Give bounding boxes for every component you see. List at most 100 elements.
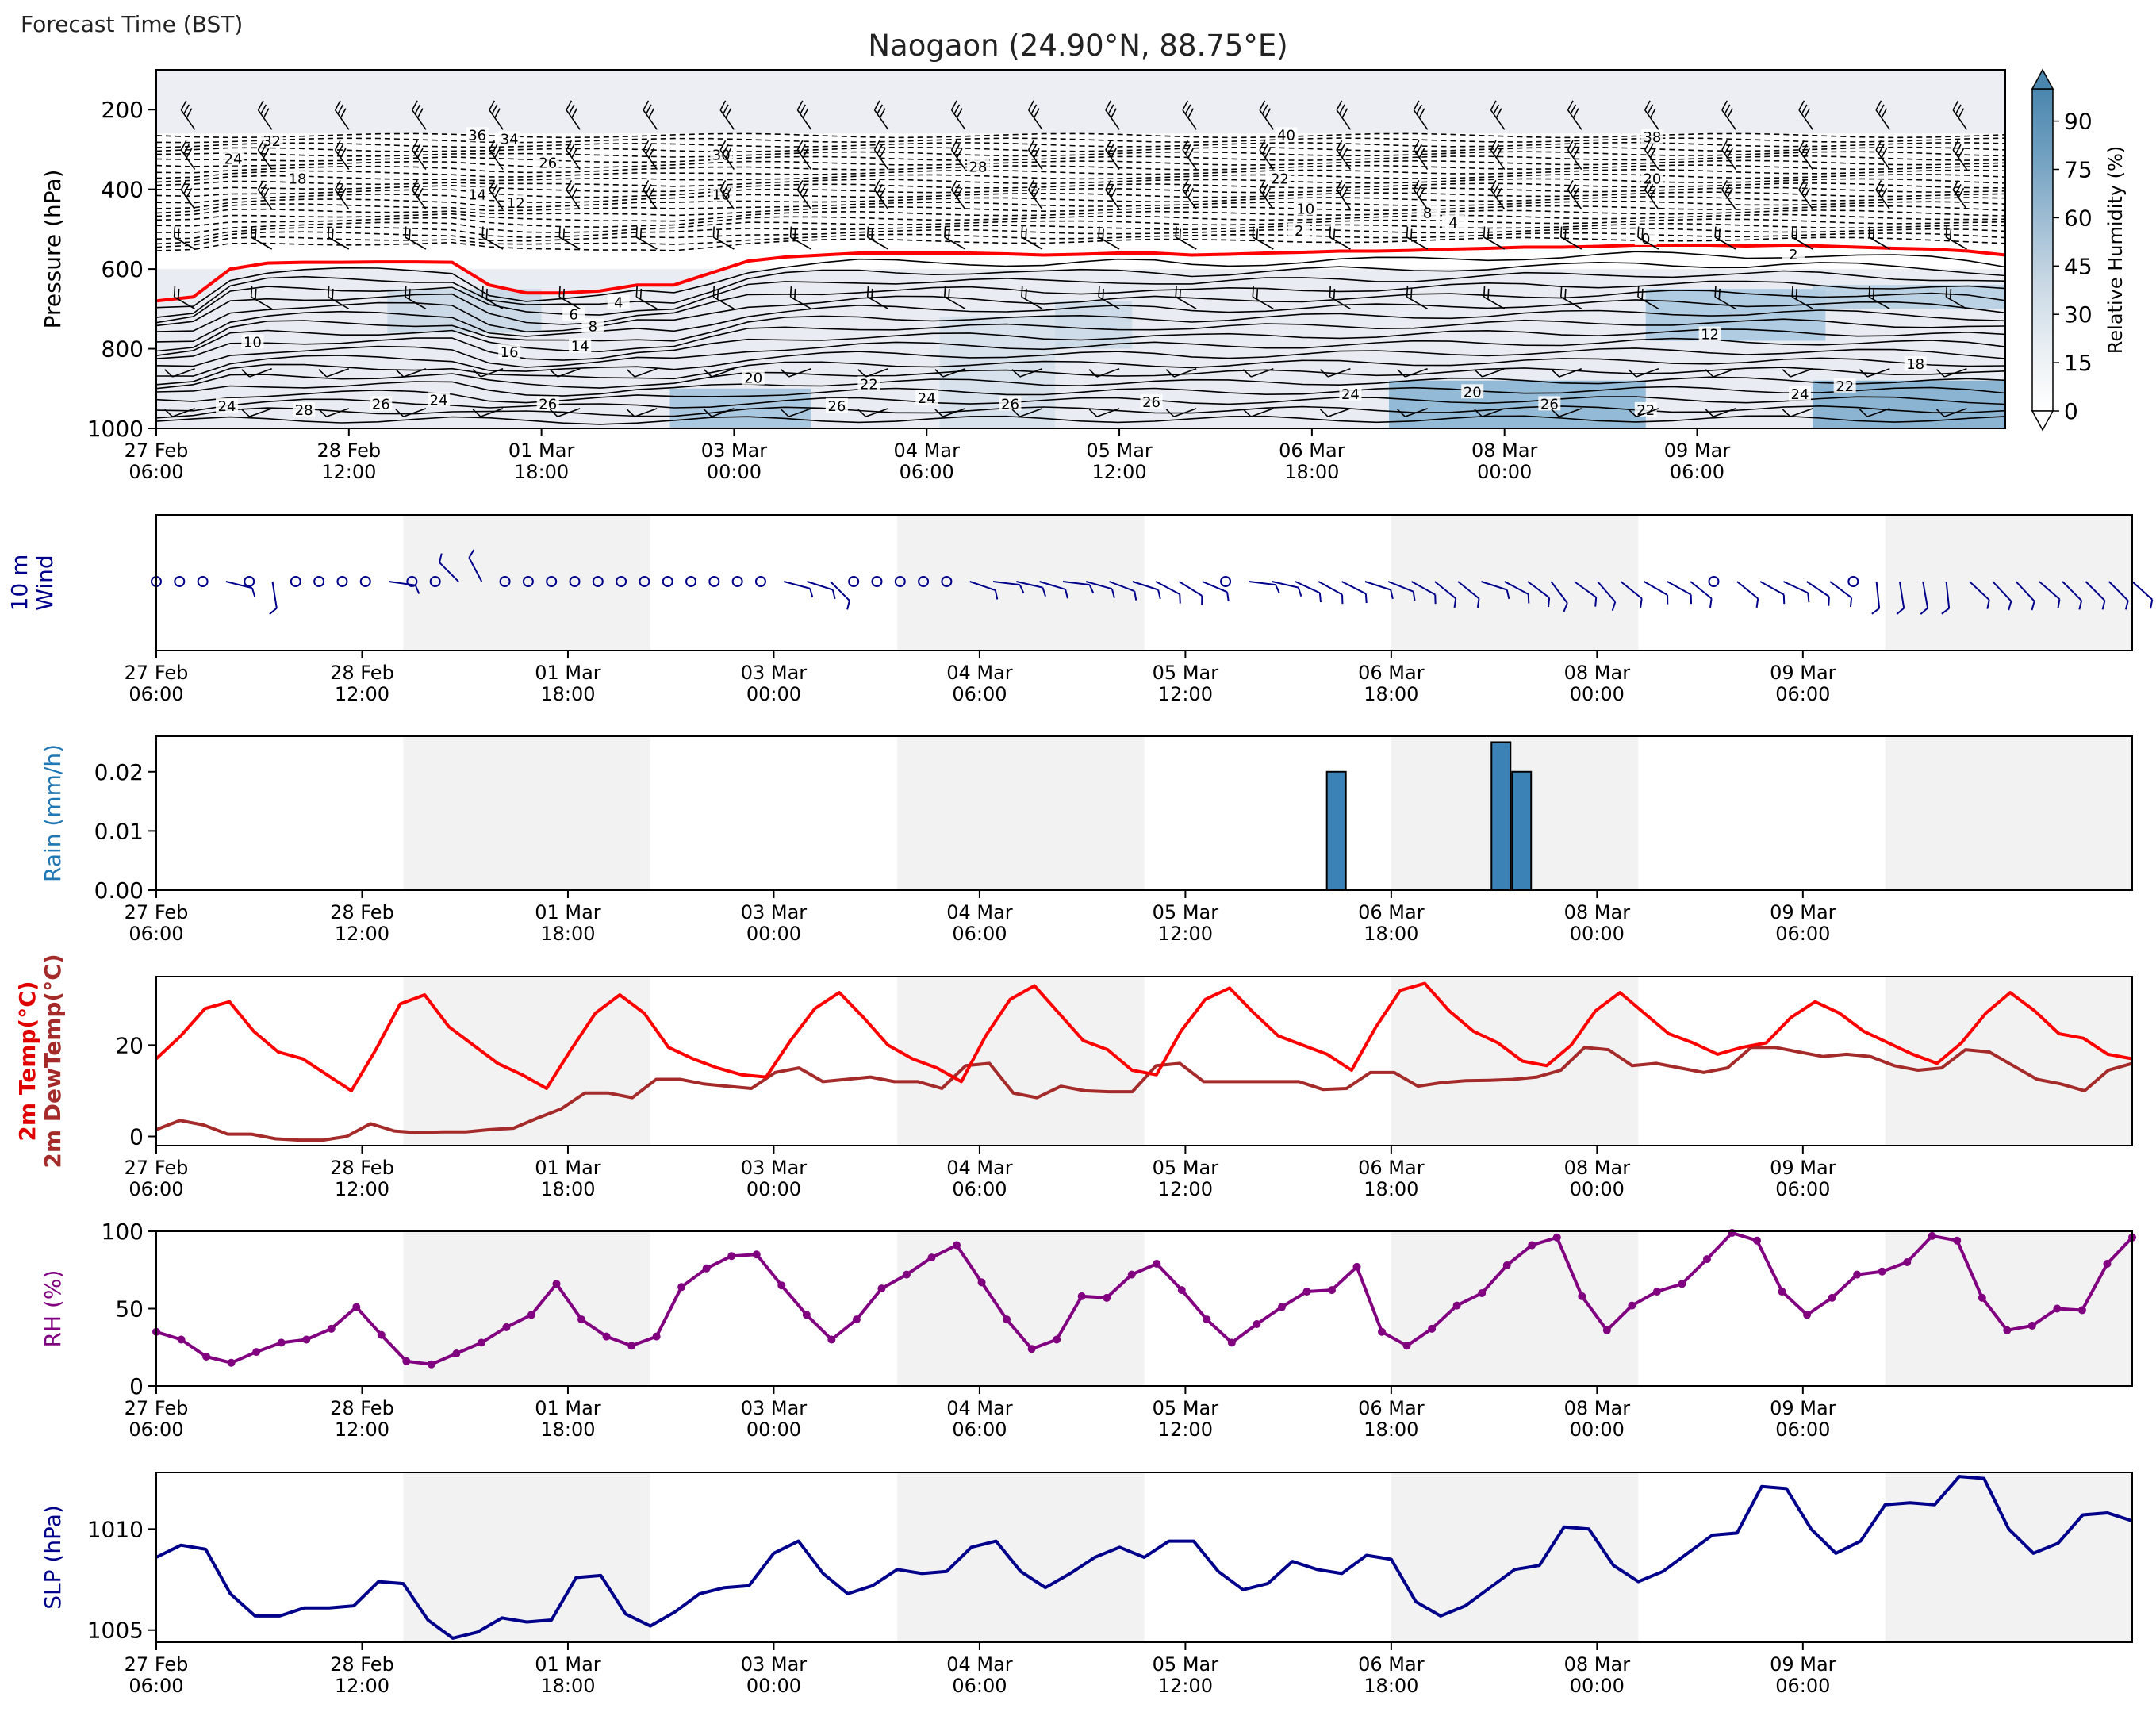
contour-label: 38 [1643, 129, 1661, 146]
temp-x-tick-label: 12:00 [1158, 1178, 1213, 1200]
calm-wind-marker [359, 576, 371, 587]
temp-contour-solid [155, 376, 2006, 397]
rh-y-tick-label: 100 [102, 1219, 144, 1245]
contour-label-bg [536, 155, 559, 170]
temp-contour-solid [155, 367, 2006, 390]
wind-barb [1272, 581, 1302, 597]
rh-point [1753, 1236, 1762, 1245]
contour-label-bg [710, 147, 733, 162]
rh-point [1853, 1270, 1862, 1279]
contour-label-bg [1275, 127, 1298, 142]
cross-section-x-tick-label: 03 Mar [701, 440, 768, 462]
wind-barb [934, 367, 966, 378]
contour-label: 26 [1001, 396, 1019, 413]
rh-point [2003, 1326, 2012, 1334]
rh-point [802, 1311, 811, 1319]
calm-wind-marker [174, 576, 186, 587]
contour-label: 14 [468, 187, 486, 204]
rh-point [1177, 1286, 1186, 1295]
wind-barb [873, 100, 889, 130]
contour-label: 6 [569, 306, 577, 323]
calm-wind-marker [290, 576, 301, 587]
contour-label-bg [1294, 201, 1317, 216]
wind-barb [950, 180, 966, 210]
wind-barb [1644, 100, 1659, 130]
slp-line [155, 1475, 2133, 1640]
contour-label: 36 [468, 127, 486, 144]
contour-label-bg [562, 306, 585, 321]
temp-x-tick-label: 12:00 [335, 1178, 389, 1200]
calm-wind-marker [918, 576, 930, 587]
slp-x-tick-label: 28 Feb [330, 1653, 394, 1676]
temp-contour-dashed [155, 168, 2006, 179]
temperature-line [155, 981, 2133, 1092]
wind-barb [626, 367, 658, 378]
rh-point [1227, 1338, 1236, 1347]
wind-barb [1992, 581, 2012, 611]
temp-contour-solid [155, 309, 2006, 352]
wind-barb [992, 581, 1025, 594]
dewtemp-axis-label: 2m DewTemp(°C) [40, 954, 66, 1168]
wind-barb [1039, 581, 1068, 599]
temp-x-tick-label: 03 Mar [741, 1157, 808, 1179]
wind-barb [257, 100, 273, 130]
contour-label: 12 [1701, 326, 1719, 343]
contour-label: 26 [539, 155, 557, 172]
wind-barb [1364, 581, 1394, 600]
rh-point [953, 1241, 961, 1250]
rain-bar [1511, 770, 1533, 891]
wind-barb [1875, 100, 1890, 130]
wind-x-tick-label: 09 Mar [1770, 662, 1836, 684]
wind-barb [1413, 180, 1429, 210]
wind-barb [1318, 581, 1344, 605]
wind-x-tick-label: 12:00 [1158, 683, 1213, 705]
wind-frame [155, 514, 2133, 651]
wind-barb [257, 140, 273, 171]
wind-barb [250, 226, 273, 250]
wind-barb [635, 286, 658, 309]
wind-barb [1397, 408, 1428, 417]
temp-night-shade [1885, 977, 2132, 1146]
wind-x-tick-label: 18:00 [1364, 683, 1418, 705]
calm-wind-marker [1708, 576, 1720, 587]
wind-barb [1413, 100, 1429, 130]
contour-label: 14 [571, 339, 589, 355]
rain-x-tick-label: 06:00 [129, 923, 183, 945]
temp-x-tick-label: 18:00 [540, 1178, 595, 1200]
wind-barb [318, 408, 350, 417]
slp-night-shade [1391, 1472, 1639, 1642]
temp-contour-dashed [155, 209, 2006, 222]
rain-x-tick-label: 09 Mar [1770, 901, 1836, 923]
wind-barb [1021, 286, 1043, 309]
temp-x-tick-label: 06 Mar [1358, 1157, 1425, 1179]
rain-axis-label: Rain (mm/h) [40, 744, 66, 882]
rh-x-tick-label: 04 Mar [946, 1397, 1013, 1419]
wind-night-shade [1391, 515, 1639, 651]
wind-barb [250, 286, 273, 309]
freezing-level-line [155, 243, 2006, 303]
wind-barb [1406, 286, 1428, 309]
wind-barb [1182, 140, 1197, 171]
wind-barb [866, 226, 889, 250]
wind-barb [1406, 226, 1428, 250]
rh-axis-label: RH (%) [40, 1270, 66, 1348]
temp-axis-label: 2m Temp(°C) [14, 981, 40, 1141]
wind-barb [472, 367, 504, 378]
temp-contour-dashed [155, 178, 2006, 187]
colorbar-label: Relative Humidity (%) [2104, 146, 2127, 354]
contour-label-bg [581, 318, 604, 333]
contour-label-bg [915, 390, 938, 405]
rh-point [277, 1338, 286, 1347]
rain-y-tick-label: 0.02 [94, 759, 144, 785]
temp-contour-dashed [156, 182, 2006, 193]
wind-barb [1721, 180, 1736, 210]
contour-label-bg [1789, 386, 1811, 401]
rh-point [302, 1335, 311, 1344]
rh-point [1428, 1324, 1437, 1333]
wind-barb [1295, 581, 1322, 603]
wind-barb [334, 140, 350, 171]
wind-barb [1341, 581, 1368, 604]
wind-barb [1859, 367, 1890, 378]
temp-x-tick-label: 08 Mar [1564, 1157, 1631, 1179]
temp-night-shade [1391, 977, 1639, 1146]
